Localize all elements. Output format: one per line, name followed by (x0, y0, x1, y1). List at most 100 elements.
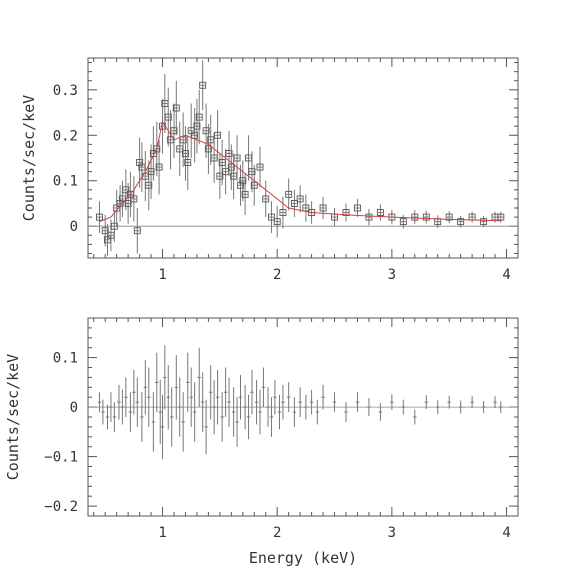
square-marker (273, 218, 281, 226)
data-point (96, 201, 103, 233)
spectrum-y-axis-label: Counts/sec/keV (20, 95, 38, 221)
data-point (174, 355, 179, 420)
data-point (227, 144, 235, 190)
data-point (480, 216, 488, 228)
data-point (493, 396, 497, 409)
data-point (468, 211, 476, 223)
data-point (120, 389, 125, 425)
square-marker (342, 209, 350, 216)
model-fit-line (99, 120, 501, 223)
data-point (331, 208, 338, 227)
data-point (241, 173, 249, 215)
data-point (132, 369, 136, 415)
data-point (110, 210, 118, 243)
data-point (124, 377, 128, 417)
data-point (136, 137, 144, 188)
data-point (193, 98, 201, 154)
data-point (101, 214, 109, 247)
square-marker (250, 181, 258, 189)
square-marker (241, 190, 249, 198)
data-point (250, 164, 258, 206)
data-point (109, 392, 113, 422)
square-marker (214, 131, 222, 139)
square-marker (319, 204, 327, 212)
square-marker (457, 218, 465, 226)
data-point (376, 204, 384, 221)
data-point (112, 402, 117, 432)
square-marker (256, 163, 264, 171)
data-point (268, 201, 275, 233)
square-marker (130, 195, 138, 203)
data-point (231, 387, 236, 437)
square-marker (96, 213, 103, 221)
x-tick-label: 3 (388, 525, 396, 541)
square-marker (110, 222, 118, 230)
data-point (342, 203, 350, 222)
data-point (246, 394, 251, 440)
square-marker (164, 113, 172, 121)
x-tick-label: 1 (158, 267, 166, 283)
y-tick-label: 0.1 (53, 174, 78, 190)
data-point (220, 392, 224, 442)
y-tick-label: 0.3 (53, 83, 78, 99)
square-marker (170, 127, 178, 135)
square-marker (184, 159, 192, 166)
square-marker (225, 150, 233, 157)
x-tick-label: 2 (273, 525, 281, 541)
data-point (279, 196, 287, 229)
data-point (499, 401, 503, 414)
spectrum-plot-frame (87, 57, 519, 259)
y-tick-label: 0.1 (53, 351, 78, 367)
data-point (191, 108, 199, 163)
data-point (143, 360, 148, 415)
data-point (147, 367, 151, 427)
square-marker (376, 209, 384, 216)
data-point (178, 377, 182, 437)
square-marker (216, 172, 224, 180)
data-point (172, 80, 180, 136)
data-point (235, 397, 239, 447)
square-marker (279, 209, 287, 216)
square-marker (290, 200, 298, 207)
square-marker (199, 81, 207, 89)
data-point (212, 379, 216, 435)
data-point (296, 185, 304, 213)
spectrum-panel: 1 2 3 4 0 0.1 0.2 0.3 Counts/sec/keV (20, 57, 519, 283)
square-marker (136, 159, 144, 166)
square-marker (497, 213, 505, 221)
data-point (254, 379, 259, 425)
data-point (140, 392, 144, 442)
data-point (186, 352, 190, 413)
data-point (158, 379, 162, 445)
data-point (130, 176, 138, 222)
data-point (344, 402, 348, 422)
data-point (411, 210, 419, 224)
square-marker (122, 186, 130, 194)
data-point (216, 153, 224, 199)
data-point (261, 367, 266, 408)
y-tick-label: 0.2 (53, 128, 78, 144)
square-marker (445, 213, 453, 221)
x-tick-label: 4 (502, 267, 510, 283)
data-point (457, 215, 465, 228)
data-point (225, 130, 233, 177)
data-point (238, 374, 243, 420)
square-marker (202, 127, 210, 135)
data-point (281, 384, 285, 420)
data-point (422, 210, 430, 224)
data-point (458, 400, 463, 414)
square-marker (153, 145, 161, 153)
square-marker (145, 181, 153, 189)
square-marker (233, 154, 241, 162)
y-tick-label: −0.2 (44, 499, 78, 515)
data-point (195, 89, 203, 145)
data-point (124, 183, 132, 224)
data-point (262, 180, 270, 218)
data-point (319, 196, 327, 220)
data-point (298, 387, 302, 417)
data-point (187, 103, 195, 158)
y-tick-label: −0.1 (44, 450, 78, 466)
square-marker (133, 227, 141, 235)
data-point (401, 399, 406, 415)
